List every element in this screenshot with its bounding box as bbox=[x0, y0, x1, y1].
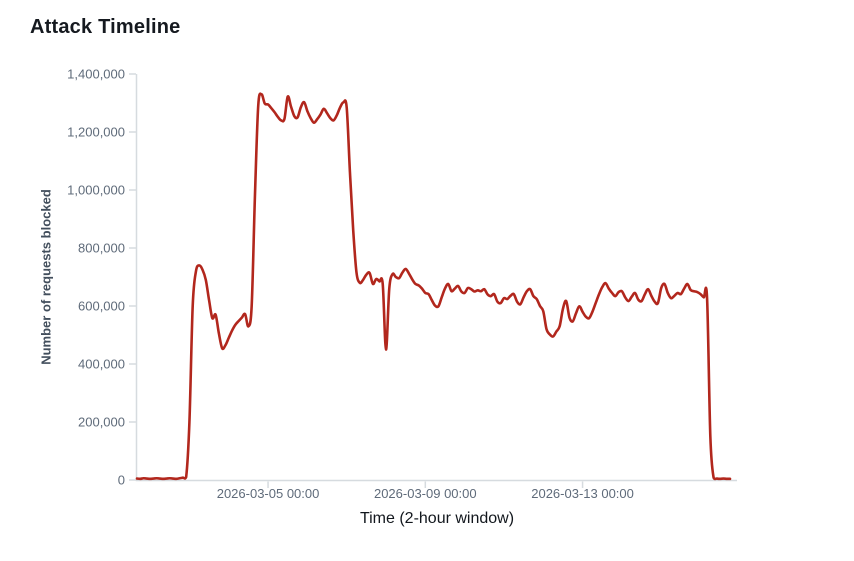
y-tick-label: 1,400,000 bbox=[67, 67, 125, 82]
y-tick-label: 200,000 bbox=[78, 415, 125, 430]
x-tick-label: 2026-03-13 00:00 bbox=[531, 486, 634, 501]
y-tick-label: 1,000,000 bbox=[67, 183, 125, 198]
y-tick-label: 600,000 bbox=[78, 299, 125, 314]
y-tick-label: 0 bbox=[118, 473, 125, 488]
y-axis-label: Number of requests blocked bbox=[38, 189, 54, 365]
x-tick-label: 2026-03-05 00:00 bbox=[217, 486, 320, 501]
chart-title: Attack Timeline bbox=[30, 16, 181, 38]
y-tick-label: 400,000 bbox=[78, 357, 125, 372]
x-tick-label: 2026-03-09 00:00 bbox=[374, 486, 477, 501]
y-tick-label: 800,000 bbox=[78, 241, 125, 256]
y-tick-label: 1,200,000 bbox=[67, 125, 125, 140]
x-axis-label: Time (2-hour window) bbox=[359, 510, 515, 527]
attack-series-line bbox=[135, 92, 732, 481]
